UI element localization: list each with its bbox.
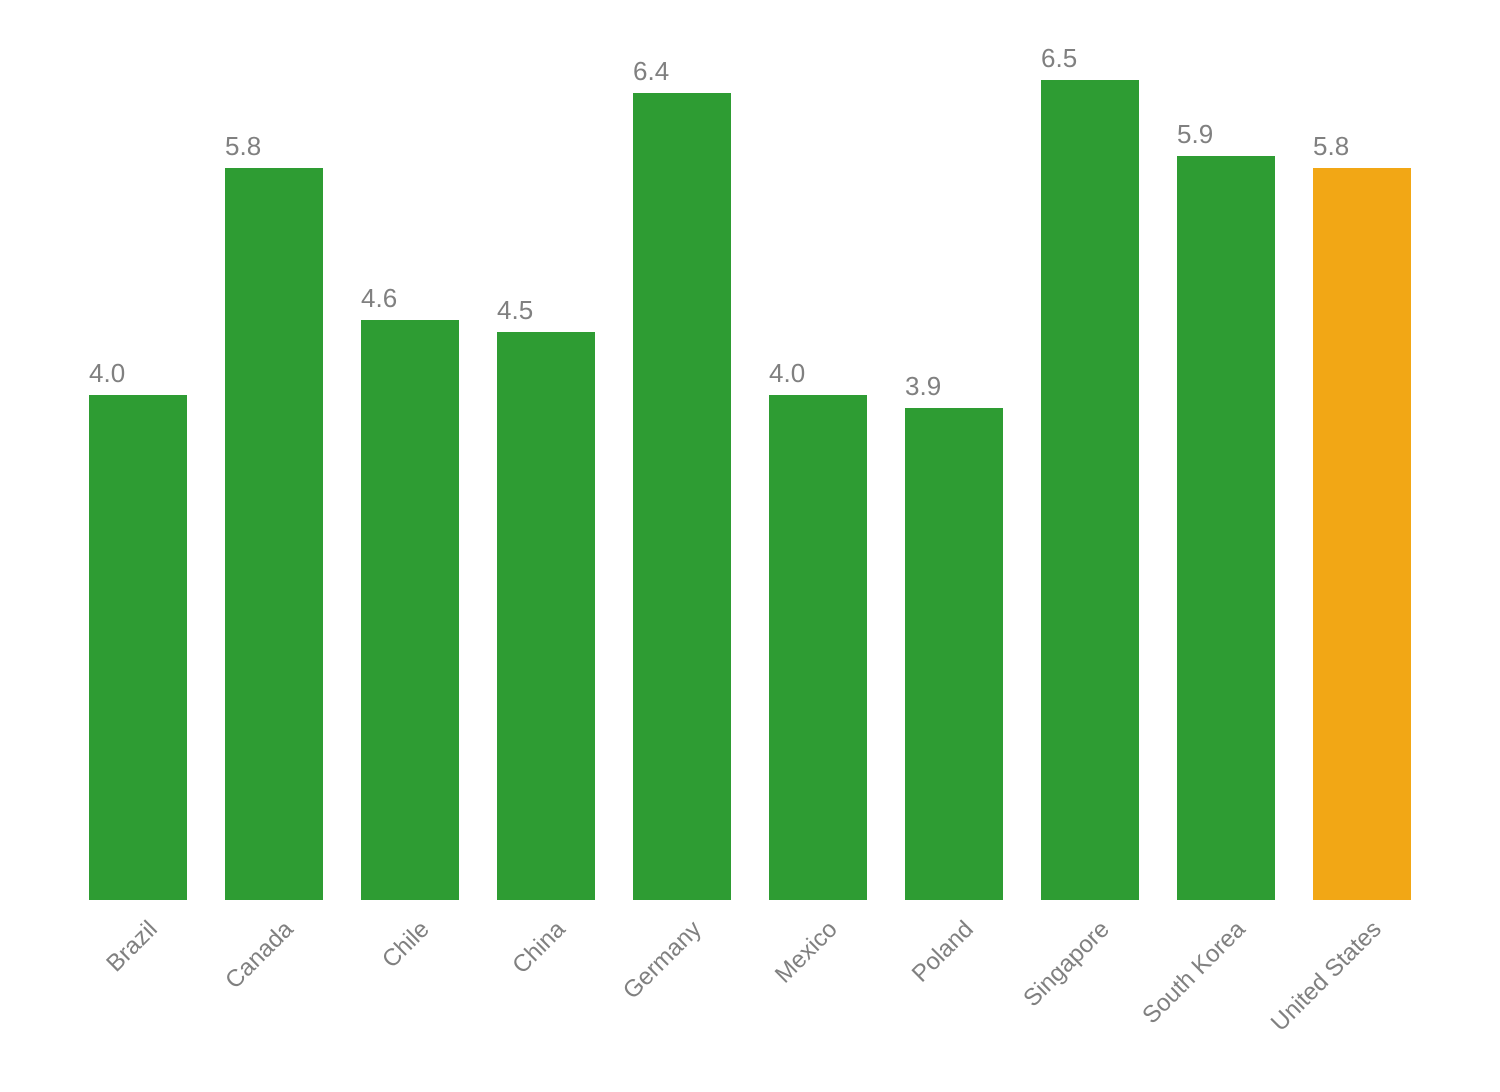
x-label-group: Brazil (70, 910, 206, 1010)
bar-value-label: 3.9 (905, 371, 941, 408)
bar-group: 6.4 (614, 80, 750, 900)
bar-value-label: 6.4 (633, 56, 669, 93)
bar-germany: 6.4 (633, 93, 731, 900)
x-label-group: United States (1294, 910, 1430, 1010)
bar-south-korea: 5.9 (1177, 156, 1275, 900)
bar-group: 5.8 (206, 80, 342, 900)
x-label-group: Canada (206, 910, 342, 1010)
x-label-group: Poland (886, 910, 1022, 1010)
bar-chart: 4.0 5.8 4.6 4.5 6.4 4.0 (70, 80, 1430, 1000)
bar-value-label: 5.8 (1313, 131, 1349, 168)
bar-brazil: 4.0 (89, 395, 187, 900)
bar-singapore: 6.5 (1041, 80, 1139, 900)
bar-canada: 5.8 (225, 168, 323, 900)
x-label-group: South Korea (1158, 910, 1294, 1010)
x-axis-label: China (502, 910, 572, 980)
x-label-group: China (478, 910, 614, 1010)
bar-poland: 3.9 (905, 408, 1003, 900)
x-axis-label: Germany (612, 910, 707, 1005)
bar-value-label: 4.6 (361, 283, 397, 320)
bar-group: 4.6 (342, 80, 478, 900)
x-label-group: Mexico (750, 910, 886, 1010)
x-axis: Brazil Canada Chile China Germany Mexico… (70, 910, 1430, 1010)
bar-china: 4.5 (497, 332, 595, 900)
x-axis-label: Poland (901, 910, 979, 988)
bar-group: 5.9 (1158, 80, 1294, 900)
bar-group: 4.0 (70, 80, 206, 900)
x-label-group: Singapore (1022, 910, 1158, 1010)
x-axis-label: Brazil (96, 910, 164, 978)
bar-value-label: 5.9 (1177, 119, 1213, 156)
bar-group: 4.5 (478, 80, 614, 900)
x-axis-label: Mexico (764, 910, 843, 989)
bar-group: 3.9 (886, 80, 1022, 900)
x-axis-label: Canada (215, 910, 300, 995)
bar-group: 6.5 (1022, 80, 1158, 900)
bar-united-states: 5.8 (1313, 168, 1411, 900)
plot-area: 4.0 5.8 4.6 4.5 6.4 4.0 (70, 80, 1430, 900)
bar-value-label: 6.5 (1041, 43, 1077, 80)
bar-group: 4.0 (750, 80, 886, 900)
bar-mexico: 4.0 (769, 395, 867, 900)
bar-chile: 4.6 (361, 320, 459, 900)
x-axis-label: Chile (371, 910, 435, 974)
x-axis-label: Singapore (1013, 910, 1116, 1013)
bar-value-label: 4.0 (769, 358, 805, 395)
x-label-group: Chile (342, 910, 478, 1010)
x-label-group: Germany (614, 910, 750, 1010)
bar-group: 5.8 (1294, 80, 1430, 900)
bar-value-label: 4.0 (89, 358, 125, 395)
bar-value-label: 4.5 (497, 295, 533, 332)
bar-value-label: 5.8 (225, 131, 261, 168)
